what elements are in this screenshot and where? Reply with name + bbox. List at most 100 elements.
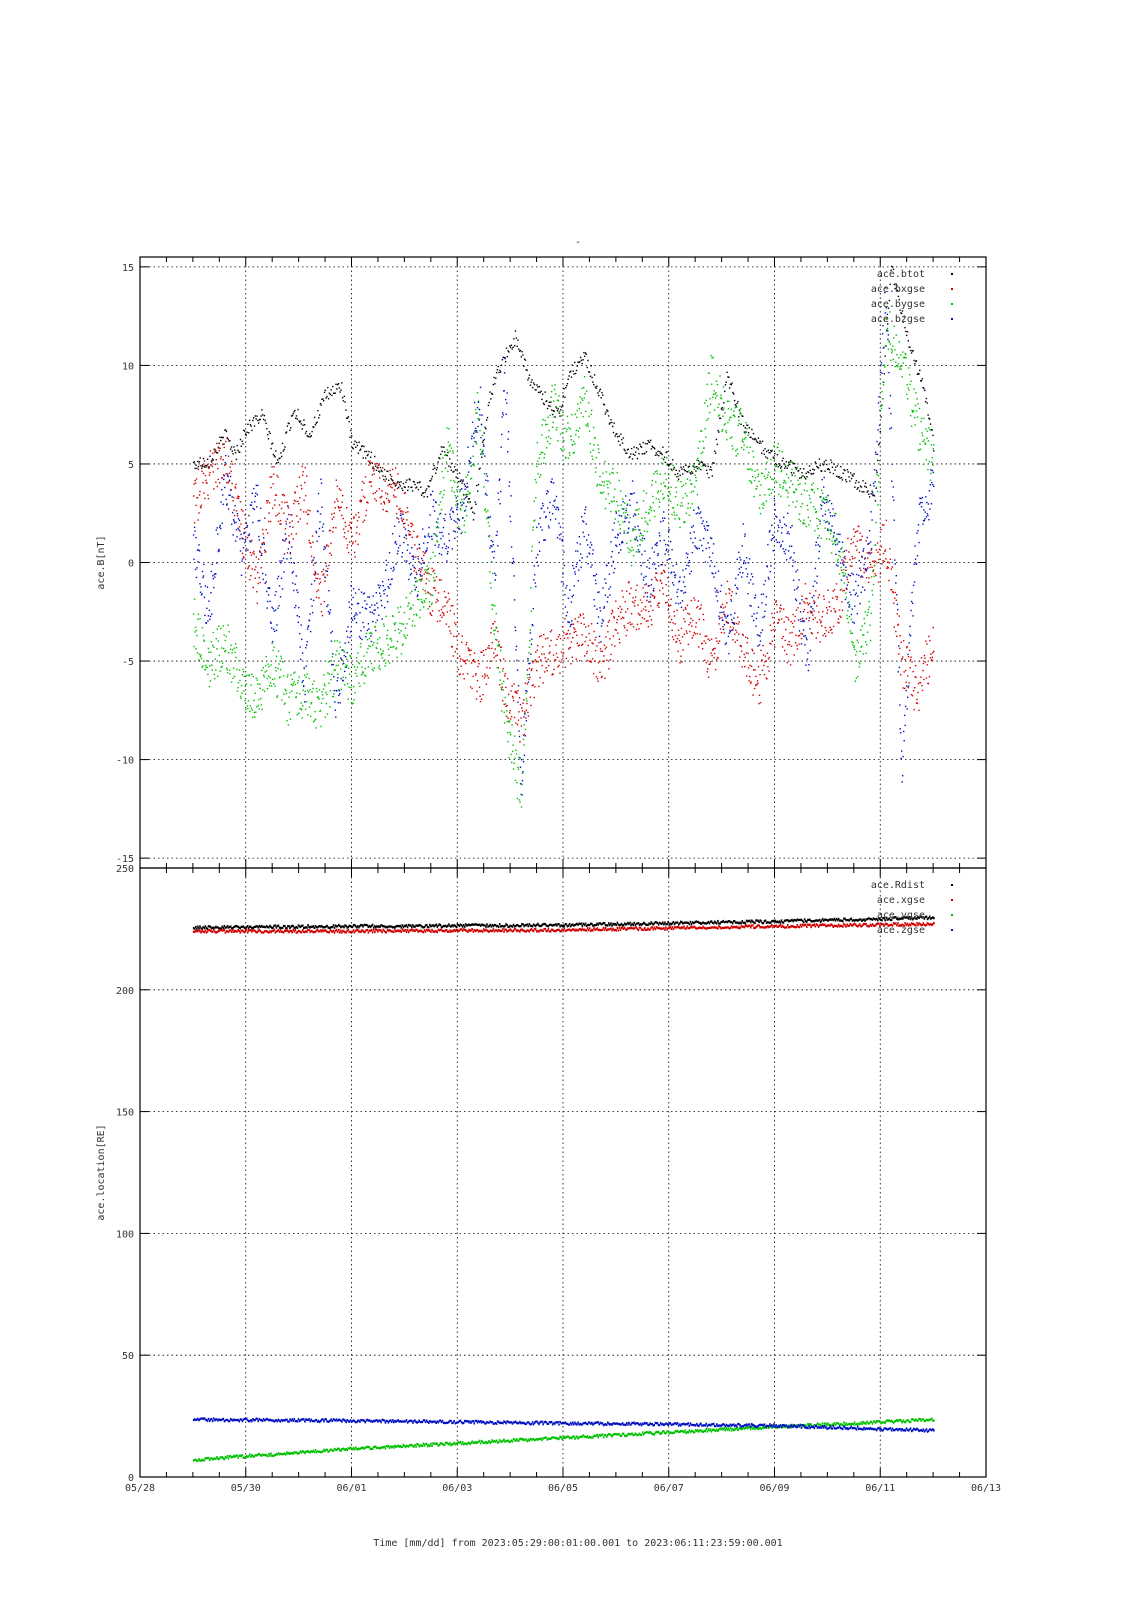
data-point (905, 681, 907, 684)
data-point (390, 638, 392, 640)
data-point (284, 528, 287, 530)
data-point (565, 633, 567, 636)
data-point (299, 497, 301, 499)
data-point (843, 582, 846, 584)
data-point (916, 373, 919, 375)
data-point (622, 521, 624, 523)
data-point (282, 493, 285, 496)
data-point (270, 627, 273, 629)
data-point (677, 475, 680, 478)
data-point (456, 621, 458, 623)
data-point (245, 683, 248, 685)
data-point (476, 431, 478, 433)
data-point (864, 611, 866, 613)
data-point (501, 433, 503, 436)
data-point (435, 501, 437, 504)
data-point (695, 622, 697, 624)
data-point (821, 616, 823, 618)
data-point (607, 410, 609, 412)
data-point (246, 431, 248, 433)
data-point (223, 446, 225, 449)
data-point (415, 487, 417, 489)
data-point (591, 553, 594, 555)
data-point (347, 416, 350, 418)
data-point (283, 693, 285, 695)
data-point (749, 664, 751, 667)
data-point (280, 657, 283, 660)
data-point (434, 555, 436, 557)
data-point (225, 498, 227, 501)
data-point (527, 715, 530, 717)
data-point (570, 376, 573, 378)
data-point (320, 702, 323, 704)
data-point (419, 578, 421, 581)
data-point (432, 505, 434, 508)
data-point (246, 526, 248, 528)
data-point (212, 575, 214, 577)
data-point (661, 582, 663, 584)
data-point (450, 469, 452, 471)
data-point (433, 569, 435, 571)
data-point (549, 437, 552, 440)
data-point (618, 510, 620, 512)
data-point (373, 667, 375, 669)
data-point (281, 494, 284, 496)
data-point (493, 376, 495, 379)
data-point (517, 685, 520, 687)
data-point (877, 551, 879, 553)
data-point (663, 511, 665, 513)
data-point (207, 497, 210, 500)
data-point (693, 468, 695, 471)
data-point (356, 613, 358, 616)
data-point (346, 665, 348, 667)
data-point (383, 625, 385, 627)
data-point (605, 582, 607, 584)
data-point (567, 422, 569, 424)
data-point (613, 422, 615, 424)
data-point (764, 494, 766, 496)
data-point (322, 698, 324, 700)
data-point (413, 556, 415, 558)
data-point (219, 526, 221, 528)
data-point (493, 652, 495, 654)
data-point (428, 536, 431, 538)
data-point (809, 520, 812, 522)
data-point (682, 497, 684, 499)
data-point (488, 535, 491, 537)
data-point (601, 392, 603, 394)
data-point (557, 400, 560, 402)
data-point (225, 440, 227, 443)
data-point (266, 500, 268, 502)
data-point (875, 521, 877, 524)
data-point (404, 560, 406, 562)
data-point (253, 699, 255, 702)
data-point (681, 485, 683, 488)
data-point (310, 546, 312, 548)
data-point (312, 599, 315, 602)
data-point (483, 473, 486, 475)
data-point (209, 665, 211, 667)
data-point (428, 526, 430, 529)
data-point (397, 481, 399, 483)
data-point (758, 442, 760, 444)
data-point (261, 669, 263, 672)
data-point (217, 533, 219, 535)
data-point (758, 480, 760, 483)
data-point (262, 528, 264, 531)
data-point (195, 464, 197, 466)
data-point (667, 530, 670, 532)
data-point (490, 545, 492, 547)
data-point (899, 309, 901, 311)
data-point (876, 562, 878, 564)
data-point (913, 708, 915, 711)
data-point (645, 620, 648, 622)
data-point (410, 522, 412, 525)
data-point (516, 659, 518, 662)
data-point (598, 660, 601, 663)
data-point (438, 457, 440, 459)
data-point (863, 617, 865, 620)
data-point (430, 614, 433, 617)
data-point (640, 446, 643, 448)
data-point (203, 639, 205, 641)
data-point (460, 665, 462, 667)
